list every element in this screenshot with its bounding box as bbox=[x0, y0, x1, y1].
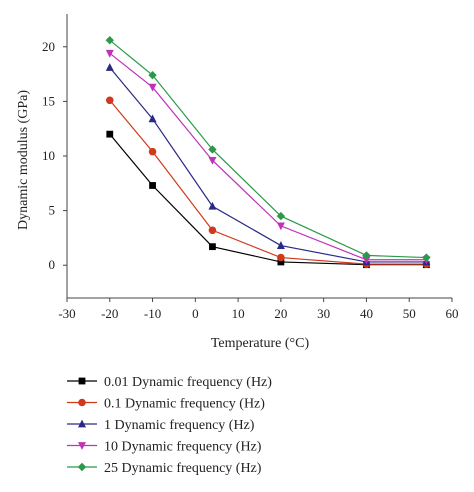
data-point-3-1 bbox=[148, 83, 157, 92]
y-tick-label: 5 bbox=[49, 203, 56, 218]
data-point-2-1 bbox=[148, 114, 157, 123]
x-tick-label: -10 bbox=[144, 306, 161, 321]
legend-marker bbox=[78, 398, 86, 407]
x-tick-label: -20 bbox=[101, 306, 118, 321]
series-line-4 bbox=[109, 39, 427, 259]
data-point-3-0 bbox=[105, 49, 114, 58]
legend-label: 25 Dynamic frequency (Hz) bbox=[104, 461, 262, 476]
x-tick-label: 60 bbox=[446, 306, 459, 321]
legend: 0.01 Dynamic frequency (Hz) 0.1 Dynamic f… bbox=[67, 375, 272, 476]
data-point-4-3 bbox=[276, 211, 286, 221]
y-tick-label: 10 bbox=[42, 148, 55, 163]
legend-item: 0.1 Dynamic frequency (Hz) bbox=[67, 397, 265, 412]
legend-item: 25 Dynamic frequency (Hz) bbox=[67, 461, 262, 476]
axes: -30 -20 -10 0 10 20 30 40 50 60 0 5 10 15 20 bbox=[42, 14, 459, 321]
data-point-3-4 bbox=[362, 256, 371, 265]
data-point-4-4 bbox=[362, 251, 371, 260]
x-tick-label: -30 bbox=[58, 306, 75, 321]
series-line-2 bbox=[109, 67, 427, 263]
series-line-0 bbox=[109, 133, 427, 266]
legend-label: 0.01 Dynamic frequency (Hz) bbox=[104, 375, 272, 390]
series-line-1 bbox=[109, 99, 427, 265]
data-point-3-2 bbox=[208, 156, 217, 165]
data-point-4-1 bbox=[148, 70, 157, 80]
legend-label: 10 Dynamic frequency (Hz) bbox=[104, 440, 262, 455]
data-point-1-2 bbox=[208, 226, 217, 235]
legend-marker bbox=[78, 377, 86, 385]
x-tick-label: 40 bbox=[360, 306, 373, 321]
data-point-2-2 bbox=[208, 201, 217, 210]
series-line-3 bbox=[109, 52, 427, 261]
series-markers bbox=[105, 36, 431, 269]
legend-item: 10 Dynamic frequency (Hz) bbox=[67, 440, 262, 455]
x-axis-title: Temperature (°C) bbox=[211, 336, 310, 351]
y-tick-label: 20 bbox=[42, 39, 55, 54]
series-lines bbox=[109, 39, 427, 266]
data-point-0-3 bbox=[277, 258, 285, 266]
legend-label: 0.1 Dynamic frequency (Hz) bbox=[104, 397, 265, 412]
data-point-2-3 bbox=[276, 241, 285, 249]
data-point-0-0 bbox=[106, 130, 114, 138]
x-tick-label: 0 bbox=[192, 306, 199, 321]
legend-item: 1 Dynamic frequency (Hz) bbox=[67, 418, 255, 433]
data-point-1-1 bbox=[148, 147, 157, 156]
y-tick-label: 15 bbox=[42, 93, 55, 108]
legend-marker bbox=[78, 419, 86, 428]
data-point-0-2 bbox=[209, 243, 216, 251]
x-tick-label: 50 bbox=[403, 306, 416, 321]
data-point-0-1 bbox=[149, 182, 156, 189]
data-point-4-0 bbox=[105, 36, 114, 45]
legend-marker bbox=[78, 442, 86, 450]
x-tick-label: 20 bbox=[274, 306, 287, 321]
data-point-2-0 bbox=[105, 63, 114, 71]
data-point-4-2 bbox=[208, 145, 217, 154]
legend-label: 1 Dynamic frequency (Hz) bbox=[104, 418, 255, 433]
data-point-1-3 bbox=[277, 253, 285, 262]
data-point-4-5 bbox=[422, 253, 431, 262]
y-axis-title: Dynamic modulus (GPa) bbox=[16, 90, 31, 230]
data-point-1-0 bbox=[105, 96, 114, 105]
x-tick-label: 30 bbox=[317, 306, 330, 321]
legend-marker bbox=[77, 462, 87, 472]
data-point-3-3 bbox=[276, 222, 285, 231]
x-tick-label: 10 bbox=[232, 306, 245, 321]
legend-item: 0.01 Dynamic frequency (Hz) bbox=[67, 375, 272, 390]
y-tick-label: 0 bbox=[49, 257, 56, 272]
